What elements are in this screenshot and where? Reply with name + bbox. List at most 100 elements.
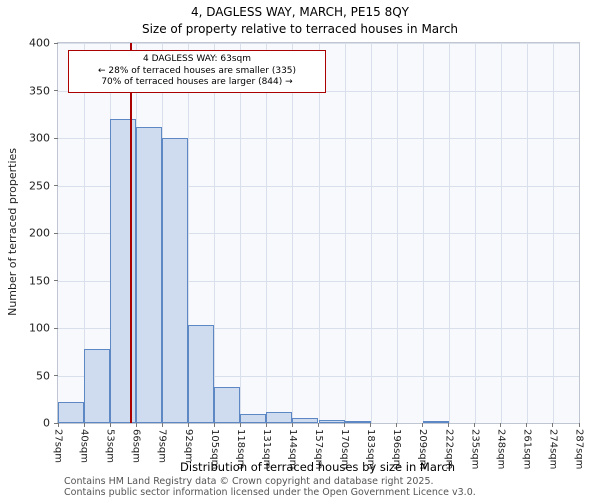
x-tick-mark xyxy=(135,423,137,427)
x-tick-label: 79sqm xyxy=(156,429,168,464)
x-tick-label: 92sqm xyxy=(182,429,194,464)
gridline xyxy=(292,43,294,423)
x-tick-mark xyxy=(265,423,267,427)
y-tick-label: 250 xyxy=(29,179,50,192)
x-tick-mark xyxy=(474,423,476,427)
x-tick-label: 209sqm xyxy=(417,429,429,470)
y-tick-mark xyxy=(54,90,58,91)
histogram-bar xyxy=(240,413,267,423)
y-tick-label: 300 xyxy=(29,131,50,145)
histogram-bar xyxy=(318,420,345,423)
annotation-property-label: 4 DAGLESS WAY: 63sqm xyxy=(143,54,251,64)
histogram-bar xyxy=(214,386,241,423)
x-tick-mark xyxy=(109,423,111,427)
x-tick-mark xyxy=(83,423,85,427)
gridline xyxy=(240,43,242,423)
gridline xyxy=(448,43,450,423)
y-tick-label: 0 xyxy=(43,416,50,430)
histogram-bar xyxy=(136,126,163,423)
x-tick-label: 40sqm xyxy=(78,429,90,464)
x-tick-label: 27sqm xyxy=(52,429,64,464)
gridline xyxy=(500,43,502,423)
y-tick-mark xyxy=(54,137,58,139)
property-size-marker-line xyxy=(130,43,132,423)
x-tick-mark xyxy=(526,423,528,427)
y-tick-label: 400 xyxy=(29,36,50,50)
x-tick-label: 287sqm xyxy=(573,429,585,470)
x-tick-mark xyxy=(578,423,580,427)
x-tick-label: 53sqm xyxy=(104,429,116,464)
x-tick-mark xyxy=(422,423,424,427)
y-tick-label: 100 xyxy=(29,321,50,335)
x-tick-mark xyxy=(57,423,59,427)
gridline xyxy=(266,43,268,423)
gridline xyxy=(526,43,528,423)
gridline xyxy=(396,43,398,423)
gridline xyxy=(84,43,86,423)
x-tick-mark xyxy=(396,423,398,427)
gridline xyxy=(318,43,320,423)
gridline xyxy=(214,43,216,423)
property-annotation-box: 4 DAGLESS WAY: 63sqm ← 28% of terraced h… xyxy=(68,50,326,94)
y-tick-mark xyxy=(54,280,58,281)
x-tick-label: 235sqm xyxy=(469,429,481,470)
footer-attribution-line1: Contains HM Land Registry data © Crown c… xyxy=(64,476,434,487)
y-axis-label: Number of terraced properties xyxy=(5,148,19,316)
chart-subtitle: Size of property relative to terraced ho… xyxy=(141,22,459,36)
gridline xyxy=(344,43,346,423)
x-tick-label: 66sqm xyxy=(130,429,142,464)
x-axis-label: Distribution of terraced houses by size … xyxy=(180,460,455,474)
chart-title: 4, DAGLESS WAY, MARCH, PE15 8QY xyxy=(191,5,409,19)
histogram-bar xyxy=(188,325,215,423)
x-tick-label: 261sqm xyxy=(521,429,533,470)
gridline xyxy=(474,43,476,423)
y-tick-label: 150 xyxy=(29,274,50,287)
x-tick-mark xyxy=(239,423,241,427)
annotation-smaller-stat: ← 28% of terraced houses are smaller (33… xyxy=(97,65,297,76)
x-tick-mark xyxy=(161,423,163,427)
y-tick-mark xyxy=(54,422,58,424)
x-tick-label: 183sqm xyxy=(365,429,377,470)
histogram-bar xyxy=(162,138,189,423)
histogram-bar xyxy=(58,402,85,423)
histogram-bar xyxy=(344,421,371,423)
y-tick-mark xyxy=(54,375,58,376)
histogram-bar xyxy=(292,418,319,423)
y-tick-mark xyxy=(54,327,58,329)
y-tick-mark xyxy=(54,42,58,44)
footer-attribution-line2: Contains public sector information licen… xyxy=(64,487,476,498)
y-tick-label: 200 xyxy=(29,226,50,240)
y-axis-label-wrap: Number of terraced properties xyxy=(4,42,20,422)
histogram-bar xyxy=(84,348,111,423)
x-tick-label: 118sqm xyxy=(234,429,246,470)
y-tick-mark xyxy=(54,185,58,186)
x-tick-label: 248sqm xyxy=(495,429,507,470)
gridline xyxy=(552,43,554,423)
x-tick-label: 131sqm xyxy=(260,429,272,470)
histogram-bar xyxy=(422,421,449,423)
y-tick-mark xyxy=(54,232,58,234)
x-tick-label: 105sqm xyxy=(208,429,220,470)
histogram-bar xyxy=(266,411,293,423)
x-tick-mark xyxy=(213,423,215,427)
gridline xyxy=(188,43,190,423)
x-tick-label: 170sqm xyxy=(339,429,351,470)
x-tick-mark xyxy=(448,423,450,427)
x-tick-label: 222sqm xyxy=(443,429,455,470)
histogram-bar xyxy=(110,119,137,423)
x-tick-mark xyxy=(500,423,502,427)
gridline xyxy=(422,43,424,423)
y-tick-label: 50 xyxy=(36,369,50,382)
x-tick-mark xyxy=(344,423,346,427)
x-tick-mark xyxy=(187,423,189,427)
x-tick-mark xyxy=(318,423,319,427)
gridline xyxy=(370,43,372,423)
annotation-larger-stat: 70% of terraced houses are larger (844) … xyxy=(101,77,293,88)
x-tick-label: 157sqm xyxy=(313,429,324,470)
plot-area: 0 50 100 150 200 250 300 350 400 27sqm 40sqm 53sqm 6… xyxy=(29,37,585,470)
x-tick-label: 274sqm xyxy=(547,429,559,470)
x-tick-mark xyxy=(552,423,554,427)
x-tick-mark xyxy=(370,423,372,427)
y-tick-label: 350 xyxy=(29,84,50,97)
